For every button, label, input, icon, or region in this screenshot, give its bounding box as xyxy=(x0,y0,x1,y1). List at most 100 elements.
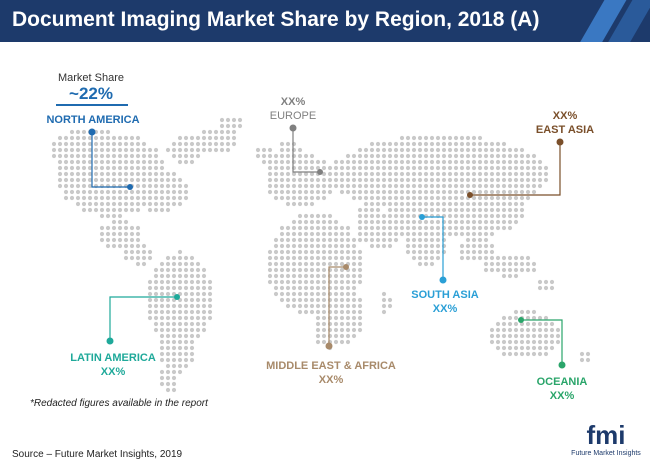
map-dot xyxy=(489,159,495,165)
map-dot xyxy=(177,285,183,291)
map-dot xyxy=(297,267,303,273)
map-dot xyxy=(225,117,231,123)
map-dot xyxy=(315,297,321,303)
map-dot xyxy=(183,147,189,153)
map-dot xyxy=(471,153,477,159)
map-dot xyxy=(519,165,525,171)
map-dot xyxy=(399,177,405,183)
map-dot xyxy=(447,153,453,159)
map-dot xyxy=(459,189,465,195)
map-dot xyxy=(579,357,585,363)
map-dot xyxy=(513,177,519,183)
map-dot xyxy=(429,135,435,141)
map-dot xyxy=(189,267,195,273)
map-dot xyxy=(321,177,327,183)
map-dot xyxy=(549,279,555,285)
map-dot xyxy=(297,171,303,177)
map-dot xyxy=(513,195,519,201)
map-dot xyxy=(387,219,393,225)
map-dot xyxy=(201,135,207,141)
map-dot xyxy=(489,225,495,231)
map-dot xyxy=(189,345,195,351)
map-dot xyxy=(387,153,393,159)
map-dot xyxy=(213,141,219,147)
map-dot xyxy=(345,237,351,243)
map-dot xyxy=(513,183,519,189)
map-dot xyxy=(69,135,75,141)
map-dot xyxy=(285,267,291,273)
map-dot xyxy=(309,291,315,297)
map-dot xyxy=(153,303,159,309)
map-dot xyxy=(159,261,165,267)
map-dot xyxy=(267,279,273,285)
map-dot xyxy=(177,339,183,345)
map-dot xyxy=(417,153,423,159)
map-dot xyxy=(135,189,141,195)
map-dot xyxy=(99,231,105,237)
map-dot xyxy=(171,315,177,321)
map-dot xyxy=(147,147,153,153)
map-dot xyxy=(447,165,453,171)
map-dot xyxy=(279,183,285,189)
map-dot xyxy=(171,279,177,285)
map-dot xyxy=(351,177,357,183)
map-dot xyxy=(117,135,123,141)
map-dot xyxy=(135,171,141,177)
map-dot xyxy=(111,219,117,225)
map-dot xyxy=(411,147,417,153)
map-dot xyxy=(315,225,321,231)
map-dot xyxy=(57,171,63,177)
map-dot xyxy=(291,285,297,291)
map-dot xyxy=(99,207,105,213)
map-dot xyxy=(477,243,483,249)
map-dot xyxy=(531,189,537,195)
map-dot xyxy=(471,147,477,153)
map-dot xyxy=(105,237,111,243)
map-dot xyxy=(501,189,507,195)
map-dot xyxy=(267,147,273,153)
map-dot xyxy=(153,177,159,183)
map-dot xyxy=(405,213,411,219)
map-dot xyxy=(531,153,537,159)
map-dot xyxy=(315,315,321,321)
map-dot xyxy=(303,267,309,273)
map-dot xyxy=(351,183,357,189)
map-dot xyxy=(297,183,303,189)
map-dot xyxy=(531,339,537,345)
map-dot xyxy=(369,225,375,231)
map-dot xyxy=(513,255,519,261)
map-dot xyxy=(177,261,183,267)
map-dot xyxy=(495,183,501,189)
map-dot xyxy=(117,189,123,195)
map-dot xyxy=(417,171,423,177)
map-dot xyxy=(327,225,333,231)
map-dot xyxy=(315,159,321,165)
map-dot xyxy=(105,153,111,159)
map-dot xyxy=(537,177,543,183)
map-dot xyxy=(195,135,201,141)
map-dot xyxy=(57,141,63,147)
map-dot xyxy=(171,387,177,393)
map-dot xyxy=(471,207,477,213)
map-dot xyxy=(183,279,189,285)
map-dot xyxy=(501,315,507,321)
map-dot xyxy=(171,255,177,261)
map-dot xyxy=(549,345,555,351)
map-dot xyxy=(291,291,297,297)
map-dot xyxy=(177,357,183,363)
map-dot xyxy=(273,273,279,279)
map-dot xyxy=(309,225,315,231)
map-dot xyxy=(381,141,387,147)
map-dot xyxy=(357,255,363,261)
map-dot xyxy=(153,327,159,333)
map-dot xyxy=(129,165,135,171)
map-dot xyxy=(267,153,273,159)
map-dot xyxy=(225,123,231,129)
map-dot xyxy=(483,177,489,183)
map-dot xyxy=(339,165,345,171)
map-dot xyxy=(381,309,387,315)
map-dot xyxy=(465,225,471,231)
map-dot xyxy=(75,147,81,153)
map-dot xyxy=(141,177,147,183)
